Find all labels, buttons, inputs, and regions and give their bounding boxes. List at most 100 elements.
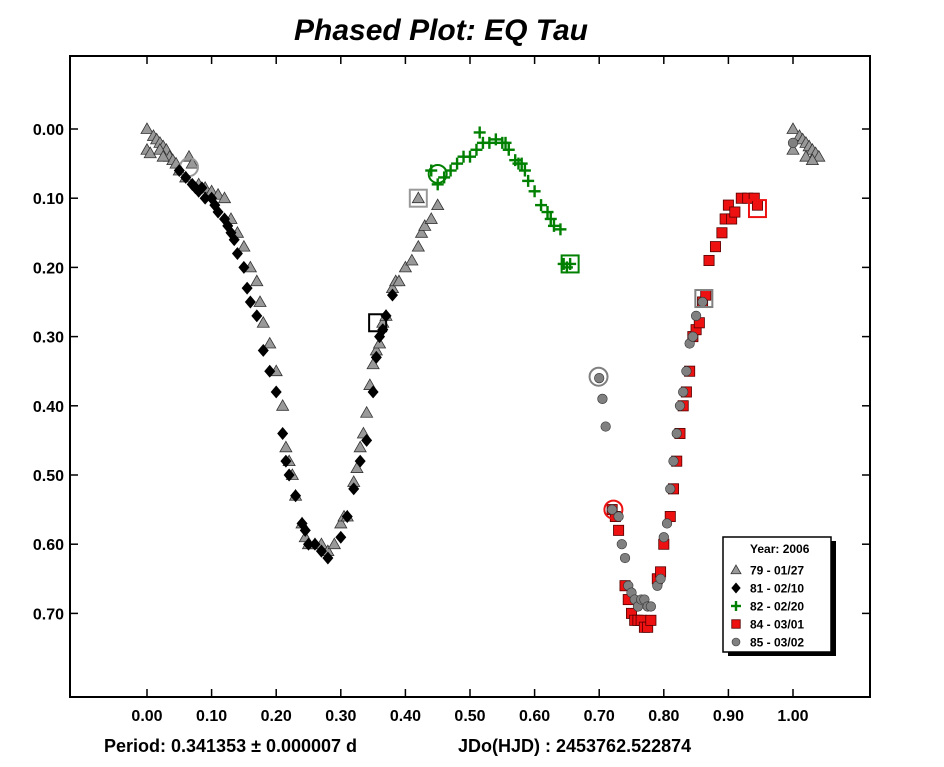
data-point	[489, 133, 502, 146]
data-point	[244, 295, 256, 309]
data-point	[411, 239, 426, 252]
data-point	[799, 149, 813, 162]
data-point	[411, 191, 426, 204]
data-point	[424, 212, 438, 224]
data-point	[250, 274, 264, 287]
data-point	[722, 199, 734, 211]
data-point	[367, 385, 379, 399]
data-point	[502, 143, 515, 156]
legend-marker	[731, 582, 741, 594]
boxed-point-frame	[694, 289, 714, 309]
data-point	[140, 122, 154, 134]
data-point	[607, 504, 618, 515]
data-point	[665, 483, 676, 494]
data-point	[251, 309, 263, 323]
legend-entry-label: 84 - 03/01	[750, 618, 804, 632]
x-axis: 0.00 0.10 0.20 0.30 0.40 0.50 0.60 0.70 0.80 0.90…	[131, 56, 809, 725]
data-point	[515, 157, 528, 170]
data-point	[257, 343, 269, 357]
data-point	[270, 385, 282, 399]
data-point	[398, 260, 413, 273]
data-point	[499, 136, 512, 149]
y-tick-label: 0.10	[33, 191, 64, 208]
data-point	[681, 366, 692, 377]
data-point	[322, 551, 334, 565]
data-point	[327, 537, 342, 550]
x-tick-label: 0.40	[390, 708, 421, 725]
data-point	[217, 191, 232, 204]
x-tick-label: 0.90	[713, 708, 744, 725]
y-tick-label: 0.30	[33, 330, 64, 347]
circled-point-ring	[588, 366, 609, 387]
data-point	[353, 440, 367, 453]
series-4	[588, 137, 799, 612]
data-point	[231, 247, 243, 261]
data-point	[613, 524, 625, 536]
legend-entry-label: 85 - 03/02	[750, 636, 804, 650]
data-point	[237, 239, 251, 252]
legend-entry-label: 79 - 01/27	[750, 564, 804, 578]
data-point	[671, 428, 682, 439]
footer-period: Period: 0.341353 ± 0.000007 d	[104, 736, 357, 756]
data-point	[655, 573, 666, 584]
data-point	[290, 489, 302, 503]
data-point	[256, 315, 270, 328]
data-point	[359, 405, 374, 418]
data-point	[431, 178, 444, 191]
x-tick-label: 0.20	[261, 708, 292, 725]
data-point	[786, 142, 800, 155]
data-point	[483, 136, 496, 149]
data-point	[156, 149, 170, 162]
data-point	[729, 206, 741, 218]
data-point	[522, 174, 535, 187]
data-point	[185, 156, 199, 169]
data-point	[431, 198, 445, 211]
data-point	[661, 518, 673, 529]
data-point	[690, 310, 702, 321]
legend: Year: 2006 79 - 01/27 81 - 02/10 82 - 02/2…	[722, 536, 836, 656]
data-point	[238, 260, 250, 274]
data-point	[279, 440, 293, 453]
data-point	[535, 199, 548, 212]
data-point	[228, 233, 240, 247]
data-point	[143, 146, 157, 159]
data-point	[212, 205, 224, 219]
data-point	[253, 295, 267, 307]
data-point	[335, 530, 347, 544]
data-point	[275, 398, 290, 411]
legend-box	[722, 536, 832, 653]
data-point	[414, 225, 429, 238]
data-point	[594, 373, 605, 384]
legend-entry-label: 82 - 02/20	[750, 600, 804, 614]
data-point	[658, 532, 669, 543]
legend-marker	[731, 601, 741, 611]
footer-epoch: JDo(HJD) : 2453762.522874	[458, 736, 691, 756]
legend-title: Year: 2006	[750, 542, 810, 556]
data-point	[283, 468, 295, 482]
data-point	[613, 511, 624, 522]
x-tick-label: 0.10	[196, 708, 227, 725]
legend-marker	[731, 619, 741, 629]
data-point	[564, 257, 577, 270]
data-point	[341, 510, 353, 523]
series-layer	[140, 122, 826, 633]
data-point	[464, 150, 476, 163]
data-point	[786, 122, 800, 134]
x-tick-label: 0.60	[519, 708, 550, 725]
data-point	[405, 253, 419, 266]
y-tick-label: 0.70	[33, 606, 64, 623]
data-point	[309, 537, 321, 551]
data-point	[687, 331, 698, 342]
data-point	[697, 296, 708, 308]
y-tick-label: 0.60	[33, 537, 64, 554]
data-point	[348, 482, 360, 496]
y-tick-label: 0.40	[33, 399, 64, 416]
data-point	[787, 137, 799, 148]
data-point	[554, 223, 567, 236]
legend-marker	[731, 637, 741, 647]
boxed-point-frame	[747, 199, 767, 219]
x-tick-label: 0.30	[325, 708, 356, 725]
data-point	[619, 552, 631, 564]
data-point	[678, 386, 689, 398]
